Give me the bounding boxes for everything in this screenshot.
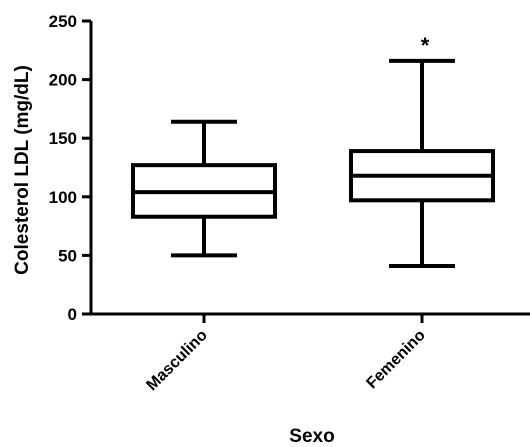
significance-marker: * bbox=[421, 33, 430, 58]
x-axis-title: Sexo bbox=[289, 426, 334, 447]
y-tick-label: 100 bbox=[49, 188, 77, 207]
y-tick-label: 0 bbox=[68, 305, 77, 324]
y-tick-label: 200 bbox=[49, 71, 77, 90]
y-tick-label: 250 bbox=[49, 12, 77, 31]
y-tick-label: 150 bbox=[49, 129, 77, 148]
box-femenino: * bbox=[349, 33, 495, 268]
y-tick-label: 50 bbox=[58, 246, 77, 265]
x-category-label: Femenino bbox=[363, 327, 429, 393]
x-axis: Masculino Femenino bbox=[91, 312, 530, 395]
y-axis: 0 50 100 150 200 250 bbox=[49, 12, 93, 324]
y-axis-title: Colesterol LDL (mg/dL) bbox=[12, 65, 33, 275]
box-series: * bbox=[131, 33, 495, 268]
box-masculino bbox=[131, 119, 277, 258]
x-category-label: Masculino bbox=[143, 327, 211, 395]
